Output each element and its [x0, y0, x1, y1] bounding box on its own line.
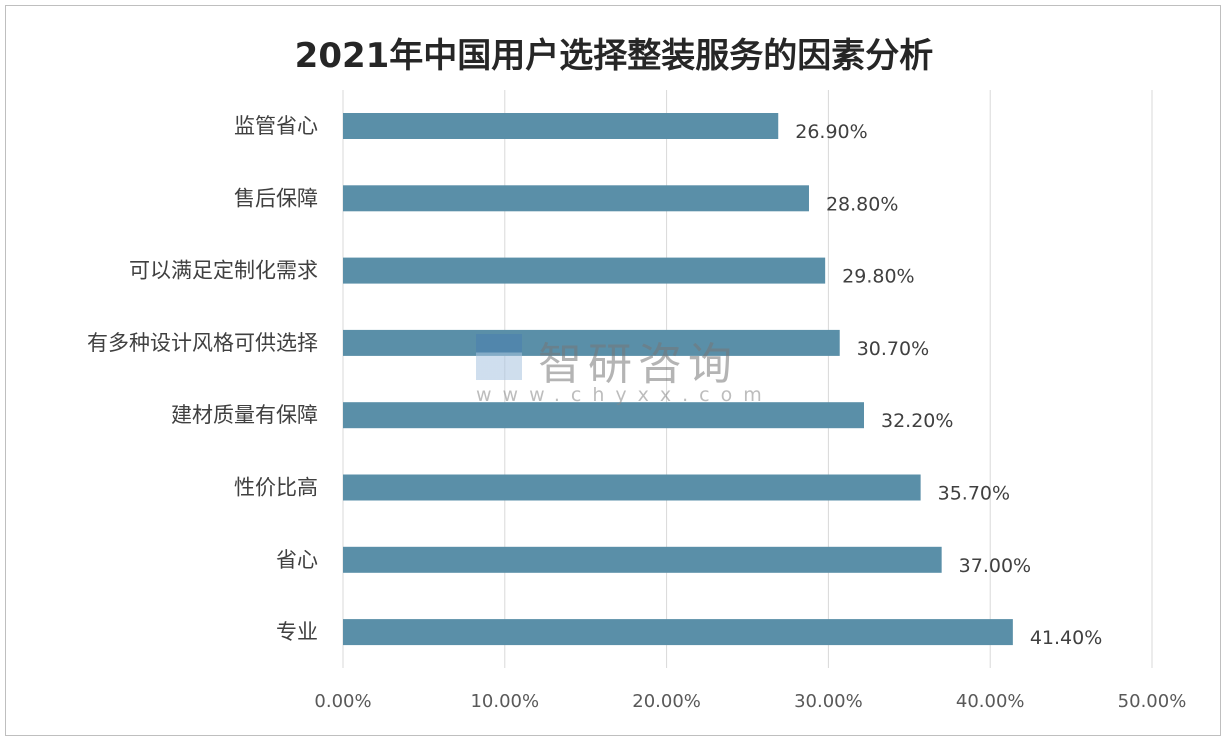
category-label: 可以满足定制化需求 [129, 259, 318, 283]
bar [343, 113, 779, 139]
category-label: 建材质量有保障 [171, 403, 318, 427]
x-tick-label: 0.00% [314, 691, 371, 712]
x-tick-label: 50.00% [1118, 691, 1187, 712]
x-tick-label: 10.00% [470, 691, 539, 712]
x-tick-label: 20.00% [632, 691, 701, 712]
watermark-name: 智研咨询 [538, 339, 738, 390]
bar [343, 619, 1013, 646]
bar [343, 402, 864, 429]
bar [343, 329, 840, 356]
chart-title: 2021年中国用户选择整装服务的因素分析 [294, 36, 934, 76]
data-label: 35.70% [938, 483, 1010, 505]
bar [343, 546, 942, 573]
data-label: 30.70% [857, 338, 929, 360]
x-tick-label: 40.00% [956, 691, 1025, 712]
watermark-url: www.chyxx.com [476, 384, 773, 406]
data-label: 28.80% [826, 193, 898, 215]
bar [343, 185, 809, 212]
watermark-logo-icon [476, 334, 522, 380]
category-label: 性价比高 [234, 476, 318, 500]
category-label: 省心 [276, 548, 318, 572]
bar [343, 474, 921, 501]
category-label: 有多种设计风格可供选择 [87, 331, 318, 355]
data-label: 37.00% [959, 555, 1031, 577]
bar [343, 257, 826, 284]
data-label: 29.80% [842, 266, 914, 288]
data-label: 41.40% [1030, 627, 1102, 649]
chart-frame [5, 5, 1221, 736]
category-label: 专业 [276, 620, 318, 644]
category-label: 监管省心 [234, 114, 318, 138]
data-label: 32.20% [881, 410, 953, 432]
category-label: 售后保障 [234, 186, 318, 210]
x-tick-label: 30.00% [794, 691, 863, 712]
data-label: 26.90% [795, 121, 867, 143]
